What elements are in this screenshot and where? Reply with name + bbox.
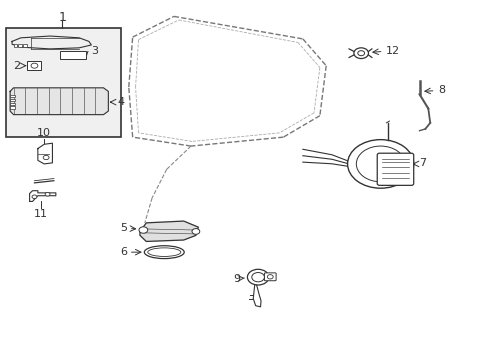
Bar	[6, 28, 120, 137]
Text: 2: 2	[13, 61, 20, 71]
Circle shape	[357, 51, 364, 56]
Circle shape	[356, 146, 404, 182]
Text: 9: 9	[233, 274, 240, 284]
Circle shape	[192, 229, 200, 234]
Bar	[19, 44, 22, 47]
Text: 1: 1	[58, 11, 66, 24]
Bar	[10, 103, 15, 105]
Bar	[27, 62, 41, 70]
Bar	[60, 51, 86, 59]
Circle shape	[43, 156, 49, 159]
Ellipse shape	[147, 248, 181, 256]
Circle shape	[353, 48, 368, 59]
Circle shape	[267, 275, 273, 279]
Circle shape	[347, 140, 413, 188]
Ellipse shape	[144, 246, 184, 258]
Bar	[23, 44, 27, 47]
Circle shape	[31, 63, 38, 68]
Text: 4: 4	[117, 97, 124, 107]
Polygon shape	[140, 221, 198, 242]
Circle shape	[32, 195, 37, 199]
Circle shape	[247, 269, 268, 285]
Bar	[10, 107, 15, 109]
Text: 5: 5	[120, 223, 126, 233]
FancyBboxPatch shape	[264, 273, 276, 281]
Bar	[10, 95, 15, 98]
Circle shape	[139, 227, 147, 233]
Text: 3: 3	[91, 46, 98, 56]
Text: 7: 7	[419, 158, 426, 168]
Text: 6: 6	[120, 247, 126, 257]
Bar	[14, 44, 17, 47]
Bar	[10, 99, 15, 102]
Text: 8: 8	[437, 85, 444, 95]
Polygon shape	[10, 88, 108, 114]
Circle shape	[45, 193, 50, 196]
FancyBboxPatch shape	[376, 153, 413, 185]
Text: 12: 12	[385, 46, 399, 56]
Text: 10: 10	[37, 128, 51, 138]
Text: 11: 11	[34, 209, 48, 219]
Circle shape	[251, 273, 264, 282]
